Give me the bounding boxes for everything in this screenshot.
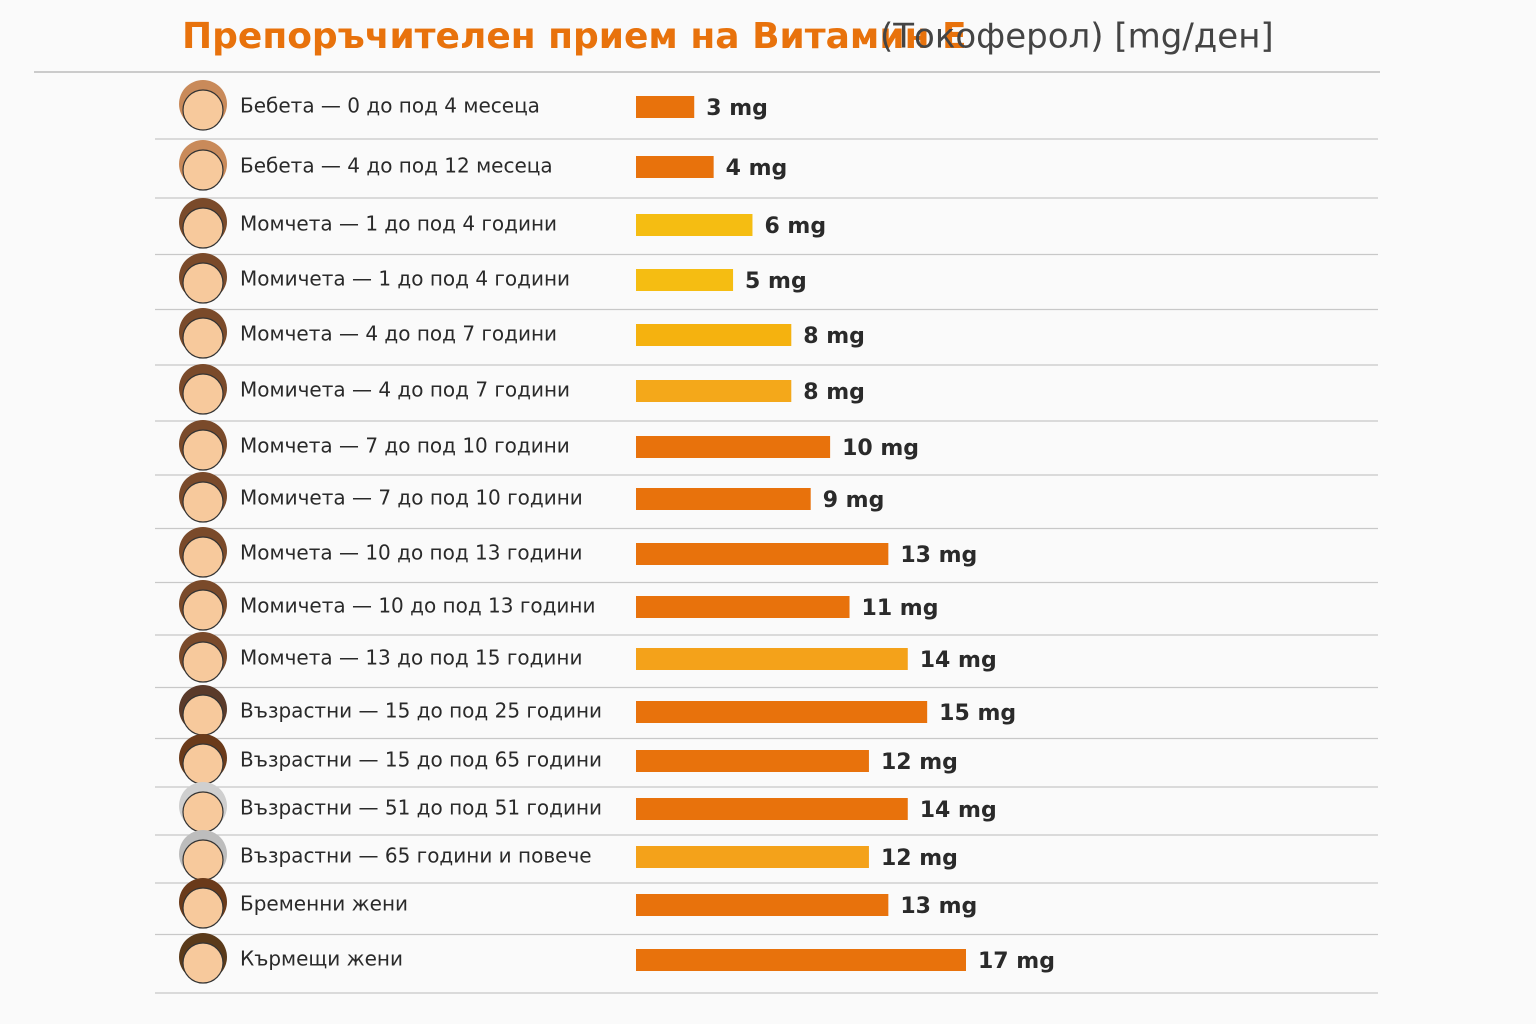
category-label: Момчета — 13 до под 15 години [240, 646, 583, 670]
bar [636, 648, 908, 670]
chart-subtitle: (Токоферол) [mg/ден] [880, 17, 1274, 57]
value-label: 10 mg [842, 436, 919, 461]
category-label: Момчета — 10 до под 13 години [240, 541, 583, 565]
category-label: Възрастни — 15 до под 25 години [240, 699, 602, 723]
bar [636, 380, 792, 402]
person-face [182, 791, 224, 833]
person-face [182, 149, 224, 191]
person-face [182, 589, 224, 631]
category-label: Възрастни — 65 години и повече [240, 844, 592, 868]
category-label: Момичета — 1 до под 4 години [240, 267, 570, 291]
value-label: 9 mg [823, 488, 885, 513]
value-label: 8 mg [803, 380, 865, 405]
chart-title: Препоръчителен прием на Витамин Е [182, 16, 967, 57]
value-label: 17 mg [978, 949, 1055, 974]
person-face [182, 429, 224, 471]
bar [636, 156, 714, 178]
value-label: 14 mg [920, 648, 997, 673]
category-label: Възрастни — 51 до под 51 години [240, 796, 602, 820]
value-label: 6 mg [764, 214, 826, 239]
bar [636, 798, 908, 820]
category-label: Момичета — 10 до под 13 години [240, 594, 596, 618]
bar [636, 436, 831, 458]
category-label: Момчета — 1 до под 4 години [240, 212, 557, 236]
value-label: 4 mg [726, 156, 788, 181]
person-face [182, 89, 224, 131]
bar [636, 543, 889, 565]
person-face [182, 641, 224, 683]
bar [636, 596, 850, 618]
value-label: 13 mg [900, 543, 977, 568]
person-face [182, 207, 224, 249]
value-label: 12 mg [881, 750, 958, 775]
bar [636, 488, 811, 510]
bar [636, 324, 792, 346]
bar [636, 269, 734, 291]
category-label: Бебета — 4 до под 12 месеца [240, 154, 553, 178]
value-label: 13 mg [900, 894, 977, 919]
category-label: Момчета — 7 до под 10 години [240, 434, 570, 458]
value-label: 14 mg [920, 798, 997, 823]
value-label: 8 mg [803, 324, 865, 349]
bar [636, 214, 753, 236]
person-face [182, 839, 224, 881]
category-label: Бременни жени [240, 892, 408, 916]
bar [636, 894, 889, 916]
person-face [182, 536, 224, 578]
value-label: 12 mg [881, 846, 958, 871]
bar [636, 96, 695, 118]
person-face [182, 694, 224, 736]
person-face [182, 942, 224, 984]
person-face [182, 481, 224, 523]
value-label: 11 mg [862, 596, 939, 621]
person-face [182, 887, 224, 929]
person-face [182, 262, 224, 304]
bar [636, 750, 869, 772]
category-label: Момчета — 4 до под 7 години [240, 322, 557, 346]
category-label: Момичета — 7 до под 10 години [240, 486, 583, 510]
value-label: 15 mg [939, 701, 1016, 726]
person-face [182, 317, 224, 359]
value-label: 5 mg [745, 269, 807, 294]
category-label: Кърмещи жени [240, 947, 403, 971]
bar [636, 846, 869, 868]
bar [636, 949, 966, 971]
category-label: Бебета — 0 до под 4 месеца [240, 94, 540, 118]
person-face [182, 373, 224, 415]
value-label: 3 mg [706, 96, 768, 121]
person-face [182, 743, 224, 785]
category-label: Възрастни — 15 до под 65 години [240, 748, 602, 772]
category-label: Момичета — 4 до под 7 години [240, 378, 570, 402]
bar [636, 701, 928, 723]
